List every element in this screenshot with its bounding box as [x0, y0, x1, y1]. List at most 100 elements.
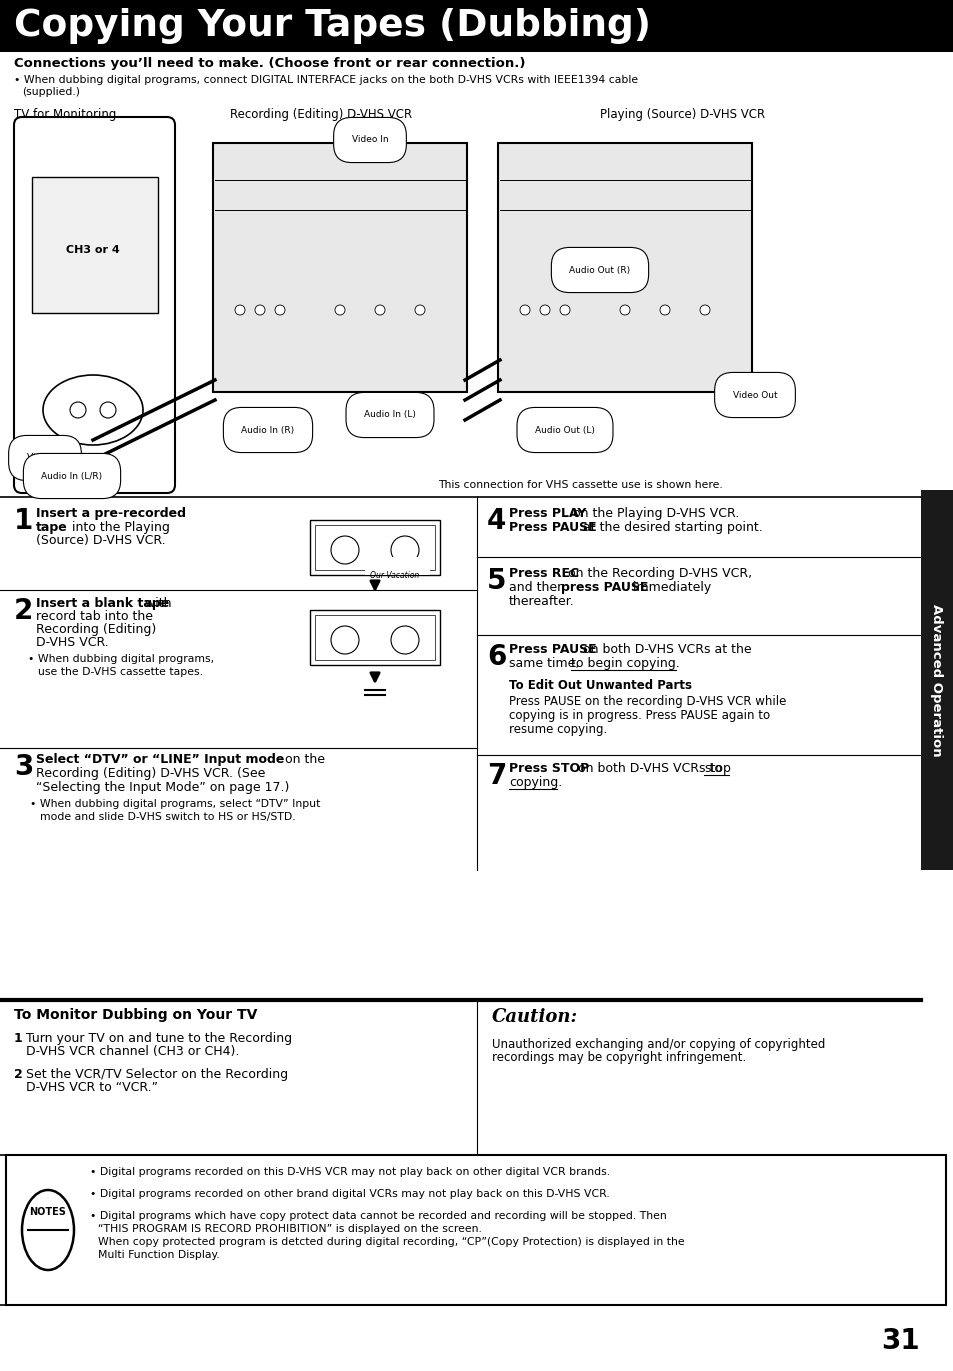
- Text: Press PAUSE on the recording D-VHS VCR while: Press PAUSE on the recording D-VHS VCR w…: [509, 695, 785, 707]
- Text: 31: 31: [881, 1327, 919, 1355]
- Text: CH3 or 4: CH3 or 4: [66, 245, 120, 255]
- Text: D-VHS VCR to “VCR.”: D-VHS VCR to “VCR.”: [26, 1080, 158, 1094]
- Text: copying is in progress. Press PAUSE again to: copying is in progress. Press PAUSE agai…: [509, 709, 769, 723]
- Text: (supplied.): (supplied.): [22, 86, 80, 97]
- Text: Insert a blank tape: Insert a blank tape: [36, 596, 169, 610]
- Text: Unauthorized exchanging and/or copying of copyrighted: Unauthorized exchanging and/or copying o…: [492, 1038, 824, 1052]
- Text: (Source) D-VHS VCR.: (Source) D-VHS VCR.: [36, 533, 166, 547]
- Text: record tab into the: record tab into the: [36, 610, 152, 622]
- Bar: [314, 616, 435, 659]
- Text: “Selecting the Input Mode” on page 17.): “Selecting the Input Mode” on page 17.): [36, 781, 289, 794]
- Text: To Edit Out Unwanted Parts: To Edit Out Unwanted Parts: [509, 679, 691, 692]
- Text: 6: 6: [486, 643, 506, 670]
- Text: Audio In (L): Audio In (L): [364, 410, 416, 420]
- Circle shape: [254, 304, 265, 315]
- Circle shape: [234, 304, 245, 315]
- Text: copying.: copying.: [509, 776, 561, 788]
- Text: same time,: same time,: [509, 657, 583, 670]
- Text: on the Playing D-VHS VCR.: on the Playing D-VHS VCR.: [568, 507, 739, 520]
- FancyBboxPatch shape: [497, 143, 751, 392]
- Text: To Monitor Dubbing on Your TV: To Monitor Dubbing on Your TV: [14, 1008, 257, 1021]
- Text: on both D-VHS VCRs to: on both D-VHS VCRs to: [574, 762, 725, 775]
- Text: • Digital programs recorded on other brand digital VCRs may not play back on thi: • Digital programs recorded on other bra…: [90, 1189, 609, 1200]
- Bar: [0, 0, 953, 52]
- Text: on the Recording D-VHS VCR,: on the Recording D-VHS VCR,: [563, 568, 751, 580]
- Circle shape: [331, 627, 358, 654]
- Text: Video Out: Video Out: [732, 391, 777, 399]
- Text: 1: 1: [14, 1032, 23, 1045]
- Text: 2: 2: [14, 596, 33, 625]
- Circle shape: [331, 536, 358, 563]
- FancyBboxPatch shape: [14, 117, 174, 494]
- Text: 2: 2: [14, 1068, 23, 1080]
- Text: Our Vacation: Our Vacation: [370, 570, 419, 580]
- Circle shape: [539, 304, 550, 315]
- Text: NOTES: NOTES: [30, 1206, 67, 1217]
- Text: recordings may be copyright infringement.: recordings may be copyright infringement…: [492, 1052, 745, 1064]
- Circle shape: [559, 304, 569, 315]
- Text: Press STOP: Press STOP: [509, 762, 589, 775]
- Text: • Digital programs which have copy protect data cannot be recorded and recording: • Digital programs which have copy prote…: [90, 1211, 666, 1222]
- Circle shape: [391, 627, 418, 654]
- Text: Connections you’ll need to make. (Choose front or rear connection.): Connections you’ll need to make. (Choose…: [14, 58, 525, 70]
- Text: immediately: immediately: [628, 581, 711, 594]
- Circle shape: [659, 304, 669, 315]
- Text: to begin copying.: to begin copying.: [571, 657, 679, 670]
- Circle shape: [415, 304, 424, 315]
- Text: D-VHS VCR.: D-VHS VCR.: [36, 636, 109, 648]
- Text: Advanced Operation: Advanced Operation: [929, 603, 943, 757]
- Text: Select “DTV” or “LINE” Input mode: Select “DTV” or “LINE” Input mode: [36, 753, 284, 766]
- Text: Press PLAY: Press PLAY: [509, 507, 586, 520]
- Text: and then: and then: [509, 581, 568, 594]
- Text: use the D-VHS cassette tapes.: use the D-VHS cassette tapes.: [38, 668, 203, 677]
- Text: • When dubbing digital programs, connect DIGITAL INTERFACE jacks on the both D-V: • When dubbing digital programs, connect…: [14, 75, 638, 85]
- Ellipse shape: [22, 1190, 74, 1270]
- Bar: [6, 1154, 945, 1305]
- Text: 3: 3: [14, 753, 33, 781]
- Text: Caution:: Caution:: [492, 1008, 578, 1026]
- Circle shape: [519, 304, 530, 315]
- Text: on the: on the: [281, 753, 325, 766]
- Text: Recording (Editing) D-VHS VCR: Recording (Editing) D-VHS VCR: [230, 108, 412, 121]
- Text: Set the VCR/TV Selector on the Recording: Set the VCR/TV Selector on the Recording: [26, 1068, 288, 1080]
- Text: 5: 5: [486, 568, 506, 595]
- Text: stop: stop: [703, 762, 730, 775]
- Text: Press PAUSE: Press PAUSE: [509, 643, 596, 655]
- Text: • Digital programs recorded on this D-VHS VCR may not play back on other digital: • Digital programs recorded on this D-VH…: [90, 1167, 610, 1176]
- Text: Audio In (L/R): Audio In (L/R): [41, 472, 103, 480]
- Text: Recording (Editing): Recording (Editing): [36, 622, 156, 636]
- Text: Press REC: Press REC: [509, 568, 578, 580]
- Text: 1: 1: [14, 507, 33, 535]
- Text: on both D-VHS VCRs at the: on both D-VHS VCRs at the: [578, 643, 751, 655]
- Text: “THIS PROGRAM IS RECORD PROHIBITION” is displayed on the screen.: “THIS PROGRAM IS RECORD PROHIBITION” is …: [98, 1224, 481, 1234]
- Circle shape: [100, 402, 116, 418]
- Text: D-VHS VCR channel (CH3 or CH4).: D-VHS VCR channel (CH3 or CH4).: [26, 1045, 239, 1058]
- Text: Recording (Editing) D-VHS VCR. (See: Recording (Editing) D-VHS VCR. (See: [36, 766, 265, 780]
- Text: 7: 7: [486, 762, 506, 790]
- Text: into the Playing: into the Playing: [68, 521, 170, 533]
- Circle shape: [391, 536, 418, 563]
- Text: at the desired starting point.: at the desired starting point.: [578, 521, 762, 533]
- Text: Multi Function Display.: Multi Function Display.: [98, 1250, 219, 1260]
- Text: Video In: Video In: [352, 136, 388, 144]
- Text: Audio Out (R): Audio Out (R): [569, 266, 630, 274]
- Text: • When dubbing digital programs, select “DTV” Input: • When dubbing digital programs, select …: [30, 799, 320, 809]
- Bar: [365, 557, 430, 574]
- Text: Turn your TV on and tune to the Recording: Turn your TV on and tune to the Recordin…: [26, 1032, 292, 1045]
- FancyBboxPatch shape: [32, 177, 158, 313]
- Bar: [920, 489, 953, 871]
- Bar: [310, 520, 439, 574]
- Text: Copying Your Tapes (Dubbing): Copying Your Tapes (Dubbing): [14, 8, 650, 44]
- Text: This connection for VHS cassette use is shown here.: This connection for VHS cassette use is …: [437, 480, 721, 489]
- Text: mode and slide D-VHS switch to HS or HS/STD.: mode and slide D-VHS switch to HS or HS/…: [40, 812, 295, 823]
- Text: Insert a pre-recorded: Insert a pre-recorded: [36, 507, 186, 520]
- Text: Audio In (R): Audio In (R): [241, 425, 294, 435]
- Circle shape: [375, 304, 385, 315]
- Text: Press PAUSE: Press PAUSE: [509, 521, 596, 533]
- Text: press PAUSE: press PAUSE: [560, 581, 648, 594]
- Circle shape: [70, 402, 86, 418]
- Circle shape: [335, 304, 345, 315]
- Circle shape: [700, 304, 709, 315]
- Text: tape: tape: [36, 521, 68, 533]
- Text: 4: 4: [486, 507, 506, 535]
